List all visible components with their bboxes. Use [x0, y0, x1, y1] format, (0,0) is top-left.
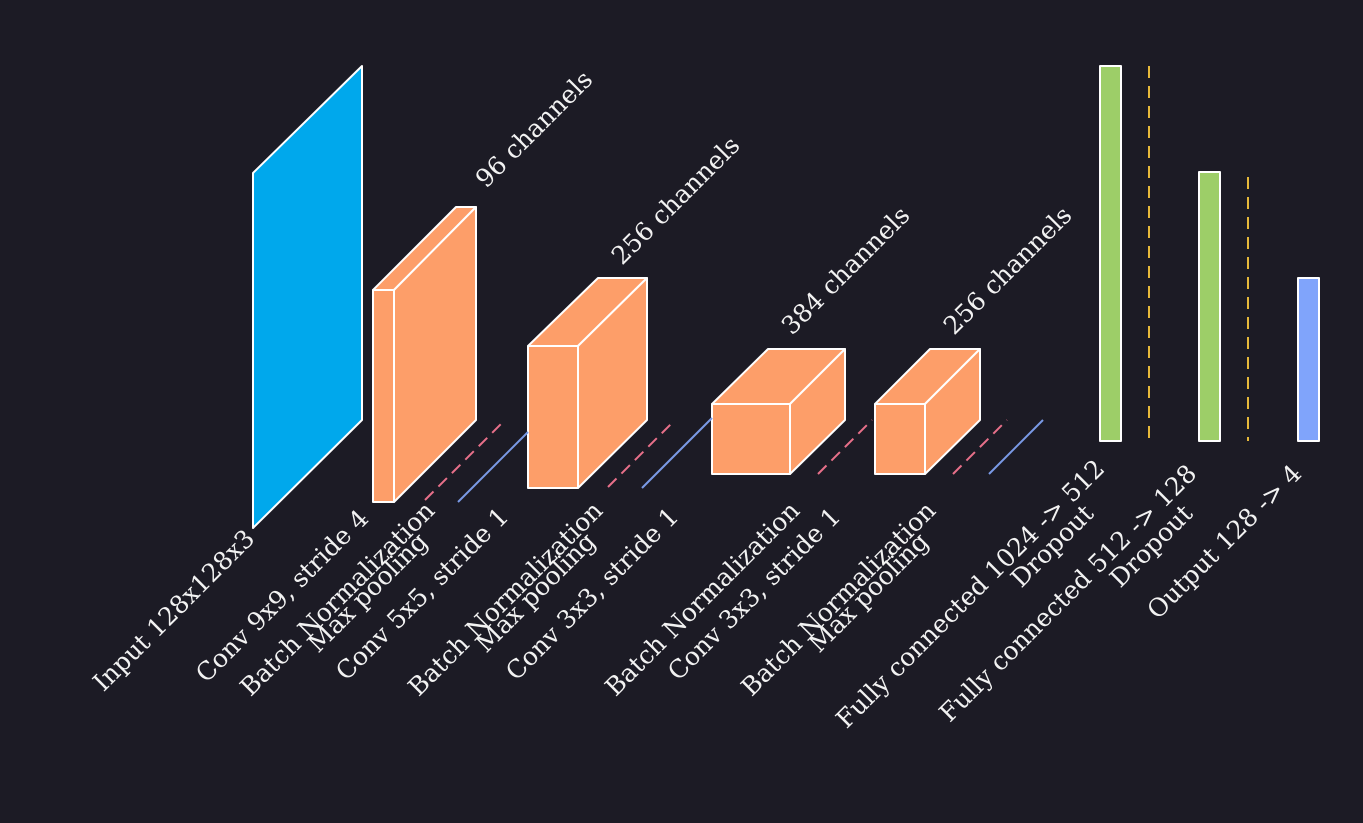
input-layer: [252, 65, 363, 529]
conv2-block: [527, 277, 648, 489]
output-bar: [1297, 277, 1320, 442]
channels-label-4: 256 channels: [938, 201, 1078, 341]
pool2-line: [641, 417, 713, 489]
label-input: Input 128x128x3: [87, 524, 260, 697]
conv3-block: [711, 348, 846, 475]
channels-label-2: 256 channels: [606, 131, 746, 271]
pool4-line: [988, 419, 1044, 475]
conv1-block: [372, 206, 477, 503]
conv4-block: [874, 348, 981, 475]
bn3-line: [817, 419, 873, 475]
bn4-line: [952, 419, 1008, 475]
pool1-line: [457, 431, 529, 503]
bn2-line: [607, 419, 676, 488]
channels-label-1: 96 channels: [470, 65, 598, 193]
fc1-bar: [1099, 65, 1122, 442]
fc2-bar: [1198, 171, 1221, 442]
channels-label-3: 384 channels: [776, 201, 916, 341]
